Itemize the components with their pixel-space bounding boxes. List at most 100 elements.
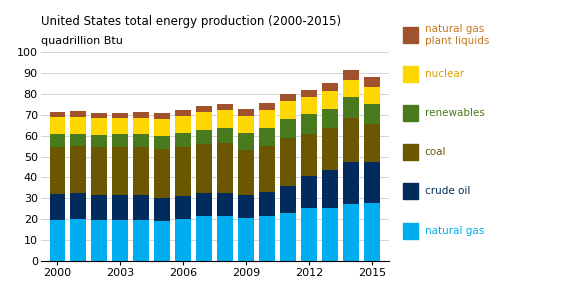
- Bar: [71, 146, 86, 193]
- Bar: [196, 216, 212, 261]
- Bar: [343, 97, 358, 118]
- Bar: [218, 104, 233, 110]
- Bar: [92, 195, 107, 220]
- Bar: [218, 128, 233, 143]
- Bar: [196, 112, 212, 130]
- Bar: [238, 109, 254, 116]
- Bar: [113, 113, 128, 118]
- Bar: [133, 112, 149, 117]
- Bar: [92, 220, 107, 261]
- Bar: [49, 112, 65, 117]
- Bar: [364, 104, 380, 124]
- Bar: [133, 117, 149, 134]
- Bar: [154, 119, 170, 136]
- Bar: [238, 116, 254, 133]
- Bar: [133, 195, 149, 220]
- Text: United States total energy production (2000-2015): United States total energy production (2…: [41, 14, 340, 28]
- Bar: [343, 118, 358, 162]
- Bar: [364, 87, 380, 104]
- Bar: [133, 134, 149, 147]
- Bar: [92, 147, 107, 195]
- Bar: [196, 130, 212, 144]
- Bar: [280, 213, 296, 261]
- Text: nuclear: nuclear: [425, 69, 463, 79]
- Bar: [218, 193, 233, 216]
- Bar: [92, 118, 107, 135]
- Bar: [364, 124, 380, 162]
- Bar: [175, 116, 191, 133]
- Bar: [71, 219, 86, 261]
- Bar: [175, 110, 191, 116]
- Bar: [259, 128, 275, 146]
- Bar: [280, 94, 296, 101]
- Bar: [92, 135, 107, 147]
- Bar: [49, 194, 65, 220]
- Bar: [364, 77, 380, 87]
- Bar: [196, 106, 212, 112]
- Bar: [196, 193, 212, 216]
- Bar: [218, 110, 233, 128]
- Bar: [49, 134, 65, 146]
- Bar: [154, 221, 170, 261]
- Bar: [49, 117, 65, 134]
- Text: quadrillion Btu: quadrillion Btu: [41, 36, 122, 46]
- Bar: [301, 208, 317, 261]
- Bar: [154, 197, 170, 221]
- Bar: [113, 220, 128, 261]
- Bar: [238, 218, 254, 261]
- Bar: [113, 147, 128, 195]
- Bar: [280, 119, 296, 138]
- Bar: [280, 101, 296, 119]
- Bar: [71, 117, 86, 134]
- Bar: [71, 134, 86, 146]
- Bar: [113, 135, 128, 147]
- Text: coal: coal: [425, 147, 446, 157]
- Bar: [113, 118, 128, 135]
- Bar: [49, 220, 65, 261]
- Bar: [259, 216, 275, 261]
- Bar: [343, 204, 358, 261]
- Bar: [175, 133, 191, 147]
- Bar: [322, 170, 338, 208]
- Bar: [154, 113, 170, 119]
- Bar: [343, 162, 358, 204]
- Bar: [259, 110, 275, 128]
- Bar: [301, 176, 317, 208]
- Bar: [154, 149, 170, 197]
- Bar: [322, 108, 338, 128]
- Bar: [196, 144, 212, 193]
- Bar: [218, 143, 233, 193]
- Bar: [71, 193, 86, 219]
- Bar: [301, 90, 317, 97]
- Bar: [322, 91, 338, 108]
- Text: renewables: renewables: [425, 108, 484, 118]
- Bar: [259, 192, 275, 216]
- Bar: [154, 136, 170, 149]
- Bar: [238, 195, 254, 218]
- Text: natural gas: natural gas: [425, 226, 484, 235]
- Bar: [238, 133, 254, 150]
- Bar: [133, 147, 149, 195]
- Bar: [280, 186, 296, 213]
- Bar: [175, 147, 191, 196]
- Bar: [92, 113, 107, 118]
- Bar: [113, 195, 128, 220]
- Bar: [364, 162, 380, 203]
- Bar: [301, 115, 317, 134]
- Bar: [133, 220, 149, 261]
- Bar: [71, 111, 86, 117]
- Bar: [343, 70, 358, 80]
- Bar: [49, 146, 65, 194]
- Bar: [322, 208, 338, 261]
- Bar: [280, 138, 296, 186]
- Text: crude oil: crude oil: [425, 186, 470, 196]
- Bar: [238, 150, 254, 195]
- Bar: [364, 203, 380, 261]
- Bar: [175, 196, 191, 219]
- Bar: [301, 134, 317, 176]
- Bar: [218, 216, 233, 261]
- Bar: [343, 80, 358, 97]
- Bar: [259, 146, 275, 192]
- Bar: [175, 219, 191, 261]
- Text: natural gas
plant liquids: natural gas plant liquids: [425, 24, 489, 46]
